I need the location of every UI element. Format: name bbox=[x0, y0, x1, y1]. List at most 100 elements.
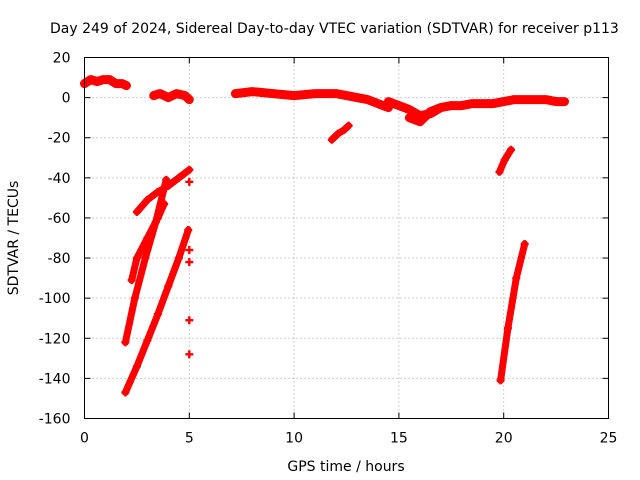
data-point bbox=[127, 276, 136, 285]
data-point bbox=[478, 99, 487, 108]
data-point bbox=[552, 97, 561, 106]
y-tick-label: -120 bbox=[39, 331, 71, 347]
data-point bbox=[185, 165, 194, 174]
series-isolated bbox=[185, 177, 194, 359]
data-point bbox=[507, 145, 516, 154]
data-point bbox=[373, 99, 382, 108]
data-point bbox=[248, 87, 257, 96]
data-point bbox=[160, 199, 169, 208]
data-point bbox=[121, 338, 130, 347]
series-near-zero-2 bbox=[149, 89, 194, 105]
y-tick-label: -20 bbox=[48, 131, 71, 147]
data-point bbox=[520, 240, 529, 249]
data-point bbox=[132, 254, 141, 263]
y-tick-label: -40 bbox=[48, 171, 71, 187]
data-point bbox=[340, 125, 349, 134]
data-point bbox=[153, 213, 162, 222]
data-point bbox=[500, 155, 509, 164]
x-tick-label: 5 bbox=[185, 431, 194, 447]
data-point bbox=[105, 75, 114, 84]
data-point bbox=[405, 105, 414, 114]
data-point bbox=[164, 93, 173, 102]
data-point bbox=[141, 254, 150, 263]
x-tick-label: 10 bbox=[285, 431, 303, 447]
data-point bbox=[162, 175, 171, 184]
series-arc-d bbox=[121, 225, 193, 397]
y-tick-label: 20 bbox=[53, 51, 71, 67]
data-point bbox=[510, 95, 519, 104]
tick-layer: 0 5 10 15 20 25 -160 -140 -120 -100 -80 -60 -40 -20 0 2… bbox=[39, 51, 618, 447]
series-line bbox=[328, 122, 353, 144]
series-late-short bbox=[495, 145, 516, 176]
series-arc-c bbox=[132, 165, 194, 216]
series-near-zero-5 bbox=[404, 95, 569, 127]
series-arc-mid bbox=[327, 121, 353, 144]
data-point bbox=[153, 310, 162, 319]
data-point bbox=[269, 89, 278, 98]
y-tick-label: -160 bbox=[39, 412, 71, 428]
data-point bbox=[512, 274, 521, 283]
data-point bbox=[327, 135, 336, 144]
plot-frame bbox=[84, 57, 609, 419]
data-point bbox=[164, 181, 173, 190]
y-tick-label: 0 bbox=[62, 91, 71, 107]
data-point bbox=[352, 93, 361, 102]
data-point bbox=[541, 95, 550, 104]
data-point bbox=[185, 95, 194, 104]
data-point bbox=[363, 95, 372, 104]
grid-layer bbox=[84, 57, 609, 419]
data-point bbox=[130, 294, 139, 303]
data-point bbox=[185, 258, 194, 267]
data-point bbox=[164, 282, 173, 291]
data-point bbox=[332, 89, 341, 98]
data-point bbox=[181, 91, 190, 100]
data-point bbox=[185, 177, 194, 186]
y-tick-label: -100 bbox=[39, 291, 71, 307]
chart-title: Day 249 of 2024, Sidereal Day-to-day VTE… bbox=[50, 21, 619, 37]
data-point bbox=[132, 362, 141, 371]
series-arc-b bbox=[127, 199, 169, 285]
data-point bbox=[503, 324, 512, 333]
data-point bbox=[132, 207, 141, 216]
data-point bbox=[426, 107, 435, 116]
data-point bbox=[174, 173, 183, 182]
x-tick-label: 15 bbox=[390, 431, 408, 447]
x-tick-label: 20 bbox=[495, 431, 513, 447]
data-point bbox=[394, 101, 403, 110]
y-axis-label: SDTVAR / TECUs bbox=[6, 181, 22, 296]
data-point bbox=[122, 81, 131, 90]
data-point bbox=[531, 95, 540, 104]
data-point bbox=[231, 89, 240, 98]
data-point bbox=[153, 187, 162, 196]
y-tick-label: -140 bbox=[39, 371, 71, 387]
data-point bbox=[184, 225, 193, 234]
data-point bbox=[172, 89, 181, 98]
data-point bbox=[174, 254, 183, 263]
data-point bbox=[290, 91, 299, 100]
data-point bbox=[415, 117, 424, 126]
series-line bbox=[230, 87, 393, 113]
data-point bbox=[185, 246, 194, 255]
data-point bbox=[560, 97, 569, 106]
x-axis-label: GPS time / hours bbox=[287, 459, 404, 475]
data-point bbox=[311, 89, 320, 98]
series-near-zero-3 bbox=[230, 87, 393, 113]
data-point bbox=[143, 195, 152, 204]
data-point bbox=[457, 101, 466, 110]
series-line bbox=[133, 166, 193, 216]
data-point bbox=[121, 388, 130, 397]
data-point bbox=[344, 121, 353, 130]
data-point bbox=[499, 97, 508, 106]
data-point bbox=[489, 99, 498, 108]
series-line bbox=[404, 95, 569, 127]
data-point bbox=[185, 350, 194, 359]
series-line bbox=[497, 240, 529, 384]
series-near-zero-1 bbox=[80, 75, 131, 91]
data-point bbox=[436, 103, 445, 112]
data-point bbox=[86, 75, 95, 84]
data-point bbox=[155, 89, 164, 98]
data-point bbox=[149, 91, 158, 100]
data-point bbox=[468, 99, 477, 108]
data-point bbox=[143, 234, 152, 242]
